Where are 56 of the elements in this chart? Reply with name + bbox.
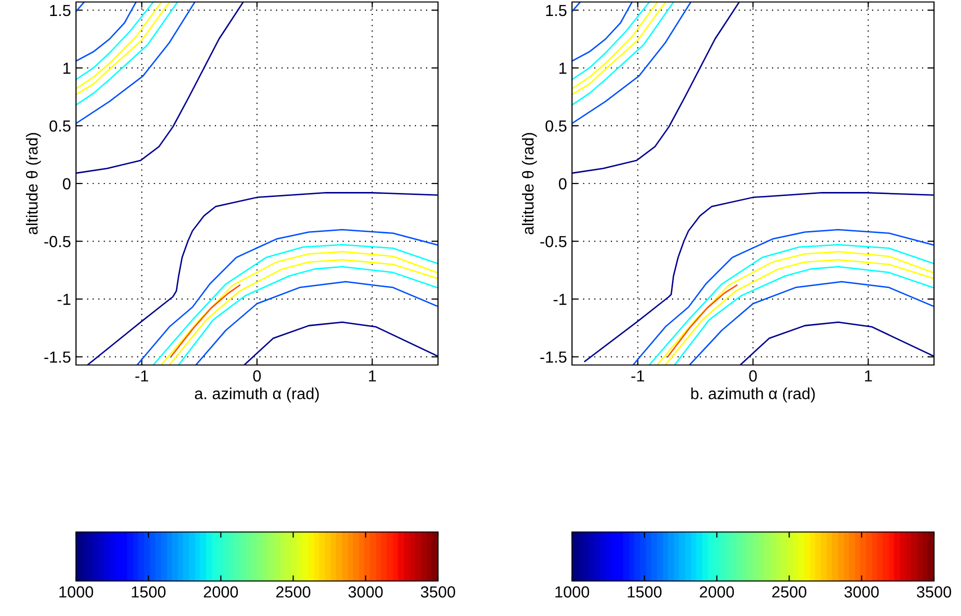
line-series <box>195 281 438 365</box>
line-series <box>572 2 650 80</box>
line-series <box>136 229 438 365</box>
y-axis-title: altitude θ (rad) <box>522 132 537 234</box>
color-bar-label: 1000 <box>555 586 590 598</box>
y-tick-label: -1.5 <box>44 352 70 363</box>
line-series <box>688 281 934 365</box>
line-series <box>572 2 633 62</box>
line-series <box>76 2 244 174</box>
line-series <box>76 2 154 80</box>
y-tick-label: 1.5 <box>50 4 70 16</box>
line-series <box>76 2 137 62</box>
y-tick-label: 1.5 <box>546 4 566 16</box>
color-bar-label: 1000 <box>59 586 94 598</box>
x-axis-title: a. azimuth α (rad) <box>194 388 319 402</box>
color-bar-label: 1500 <box>628 586 662 598</box>
y-tick-label: 0.5 <box>546 120 566 132</box>
color-bar-label: 3500 <box>420 586 456 598</box>
color-bar-label: 2500 <box>276 586 310 598</box>
x-tick-label: 1 <box>369 370 376 382</box>
line-series <box>76 2 196 124</box>
color-bar-label: 3000 <box>348 586 383 598</box>
line-series <box>667 284 738 358</box>
line-series <box>584 192 934 362</box>
color-bar-label: 3500 <box>916 586 952 598</box>
x-axis-title: b. azimuth α (rad) <box>691 388 815 402</box>
line-series <box>632 229 934 365</box>
x-tick-label: 0 <box>749 370 757 382</box>
y-tick-label: -1 <box>554 294 566 305</box>
color-bar-label: 2500 <box>772 586 806 598</box>
line-series <box>244 321 438 365</box>
line-series <box>572 2 740 174</box>
x-tick-label: 0 <box>253 370 261 382</box>
color-bar-label: 2000 <box>700 586 734 598</box>
y-tick-label: -0.5 <box>44 236 70 248</box>
color-bar-label: 2000 <box>204 586 238 598</box>
x-tick-label: 1 <box>865 370 872 382</box>
color-bar-label: 1500 <box>132 586 166 598</box>
line-series <box>76 2 178 106</box>
y-tick-label: -1 <box>58 294 70 305</box>
y-tick-label: 0 <box>62 178 71 190</box>
y-tick-label: -1.5 <box>540 352 566 363</box>
y-tick-label: 1 <box>63 62 70 74</box>
y-tick-label: 1 <box>559 62 566 74</box>
y-tick-label: -0.5 <box>540 236 566 248</box>
line-series <box>740 321 934 365</box>
y-tick-label: 0 <box>558 178 567 190</box>
x-tick-label: -1 <box>135 370 148 382</box>
line-series <box>171 284 240 356</box>
y-tick-label: 0.5 <box>50 120 70 132</box>
y-axis-title: altitude θ (rad) <box>26 132 41 234</box>
x-tick-label: -1 <box>631 370 644 382</box>
color-bar-label: 3000 <box>844 586 879 598</box>
line-series <box>572 2 674 106</box>
line-series <box>86 192 438 365</box>
line-series <box>572 2 692 124</box>
